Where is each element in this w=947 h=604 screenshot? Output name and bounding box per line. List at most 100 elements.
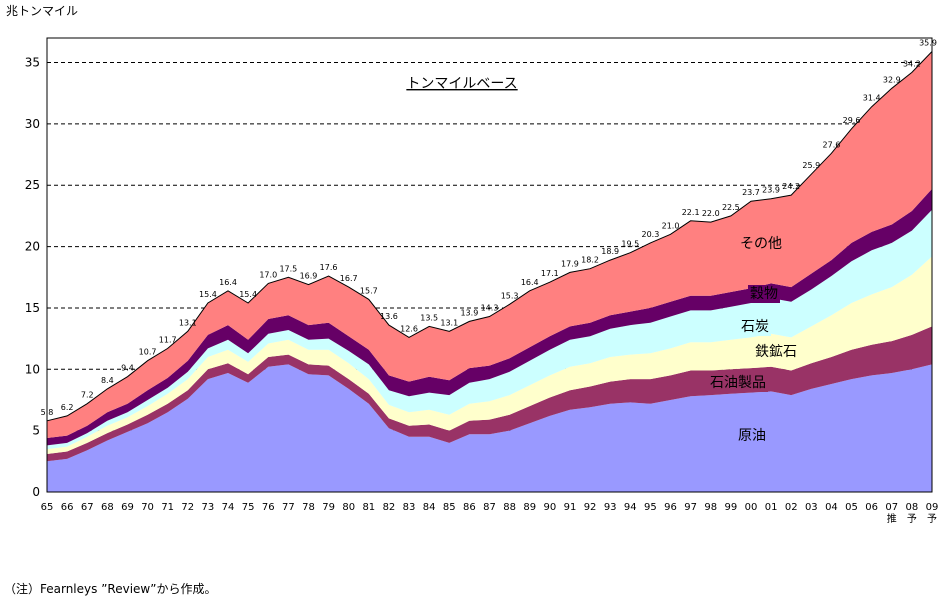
- x-tick-label: 06: [865, 502, 878, 513]
- area-series-0: [47, 364, 932, 492]
- chart-title: トンマイルベース: [406, 76, 517, 92]
- total-data-label: 17.0: [259, 270, 277, 279]
- total-data-label: 13.6: [380, 312, 398, 321]
- total-data-label: 31.4: [863, 94, 881, 103]
- total-data-label: 17.6: [320, 263, 338, 272]
- total-data-label: 23.7: [742, 188, 760, 197]
- total-data-label: 22.0: [702, 209, 720, 218]
- total-data-label: 15.4: [239, 290, 257, 299]
- total-data-label: 17.1: [541, 269, 559, 278]
- total-data-label: 16.4: [219, 278, 237, 287]
- total-data-label: 13.9: [460, 308, 478, 317]
- area-series-1: [47, 326, 932, 462]
- x-note-label: 予: [907, 513, 917, 525]
- y-axis-ticks: 0 5 10 15 20 25 30 35: [25, 56, 40, 499]
- total-data-label: 27.6: [823, 140, 841, 149]
- total-data-label: 11.7: [159, 335, 177, 344]
- x-tick-label: 92: [584, 502, 597, 513]
- x-tick-label: 80: [342, 502, 355, 513]
- x-tick-label: 82: [383, 502, 396, 513]
- y-tick-label: 35: [25, 56, 40, 70]
- x-tick-label: 79: [322, 502, 335, 513]
- x-tick-label: 90: [543, 502, 556, 513]
- total-data-label: 24.2: [782, 182, 800, 191]
- x-tick-label: 07: [885, 502, 898, 513]
- x-tick-label: 01: [765, 502, 778, 513]
- x-note-label: 予: [927, 513, 937, 525]
- x-tick-label: 93: [604, 502, 617, 513]
- x-tick-label: 83: [403, 502, 416, 513]
- x-axis-notes: 推予予: [887, 512, 937, 525]
- x-tick-label: 91: [564, 502, 577, 513]
- x-tick-label: 99: [724, 502, 737, 513]
- total-data-label: 21.0: [662, 221, 680, 230]
- total-data-label: 8.4: [101, 376, 114, 385]
- series-label-2: 鉄鉱石: [755, 343, 797, 360]
- series-label-1: 石油製品: [710, 375, 766, 391]
- x-tick-label: 89: [523, 502, 536, 513]
- total-data-label: 10.7: [139, 348, 157, 357]
- series-label-4: 穀物: [750, 286, 778, 302]
- total-data-label: 35.9: [919, 38, 937, 47]
- y-tick-label: 15: [25, 301, 40, 315]
- total-data-label: 17.9: [561, 259, 579, 268]
- footnote: （注）Fearnleys ”Review”から作成。: [4, 582, 217, 596]
- total-data-label: 14.3: [481, 304, 499, 313]
- total-data-label: 15.3: [501, 291, 519, 300]
- x-tick-label: 78: [302, 502, 315, 513]
- total-data-label: 19.5: [621, 240, 639, 249]
- plot-frame: [46, 37, 933, 493]
- total-data-label: 22.5: [722, 203, 740, 212]
- x-tick-label: 00: [745, 502, 758, 513]
- total-data-label: 6.2: [61, 403, 74, 412]
- x-axis-ticks: 65 66 67 68 69 70 71 72 73 74 75 76 77 78 79 80 81 82 83 84…: [41, 502, 939, 513]
- total-data-label: 13.1: [179, 318, 197, 327]
- total-data-label: 34.2: [903, 59, 921, 68]
- series-label-bg: [708, 374, 768, 392]
- x-tick-label: 98: [704, 502, 717, 513]
- series-label-bg: [753, 342, 799, 361]
- x-tick-label: 67: [81, 502, 94, 513]
- total-data-label: 16.9: [300, 272, 318, 281]
- x-tick-label: 86: [463, 502, 476, 513]
- x-tick-label: 81: [362, 502, 375, 513]
- total-data-label: 12.6: [400, 324, 418, 333]
- x-tick-label: 77: [282, 502, 295, 513]
- y-tick-label: 20: [25, 240, 40, 254]
- area-series: [46, 51, 933, 492]
- y-tick-label: 30: [25, 117, 40, 131]
- x-tick-label: 02: [785, 502, 798, 513]
- series-label-5: その他: [740, 236, 782, 252]
- total-data-label: 16.4: [521, 278, 539, 287]
- x-tick-label: 05: [845, 502, 858, 513]
- x-tick-label: 72: [181, 502, 194, 513]
- series-labels: 原油 石油製品 鉄鉱石 石炭 穀物 その他: [708, 235, 799, 445]
- x-tick-label: 71: [161, 502, 174, 513]
- x-tick-label: 97: [684, 502, 697, 513]
- total-data-label: 15.4: [199, 290, 217, 299]
- x-tick-label: 66: [61, 502, 74, 513]
- x-tick-label: 04: [825, 502, 838, 513]
- total-data-label: 25.9: [802, 161, 820, 170]
- total-data-label: 7.2: [81, 391, 94, 400]
- total-data-label: 18.9: [601, 247, 619, 256]
- total-data-label: 9.4: [121, 364, 134, 373]
- total-data-label: 17.5: [279, 264, 297, 273]
- x-tick-label: 88: [503, 502, 516, 513]
- total-data-label: 32.9: [883, 75, 901, 84]
- x-tick-label: 68: [101, 502, 114, 513]
- total-data-label: 16.7: [340, 274, 358, 283]
- x-tick-label: 75: [242, 502, 255, 513]
- y-tick-label: 10: [25, 362, 40, 376]
- x-tick-label: 09: [926, 502, 939, 513]
- x-tick-label: 70: [141, 502, 154, 513]
- x-tick-label: 73: [202, 502, 215, 513]
- x-tick-label: 85: [443, 502, 456, 513]
- x-tick-label: 08: [906, 502, 919, 513]
- total-data-label: 15.7: [360, 286, 378, 295]
- x-tick-label: 74: [222, 502, 235, 513]
- x-tick-label: 95: [644, 502, 657, 513]
- y-tick-label: 25: [25, 178, 40, 192]
- total-data-label: 23.9: [762, 186, 780, 195]
